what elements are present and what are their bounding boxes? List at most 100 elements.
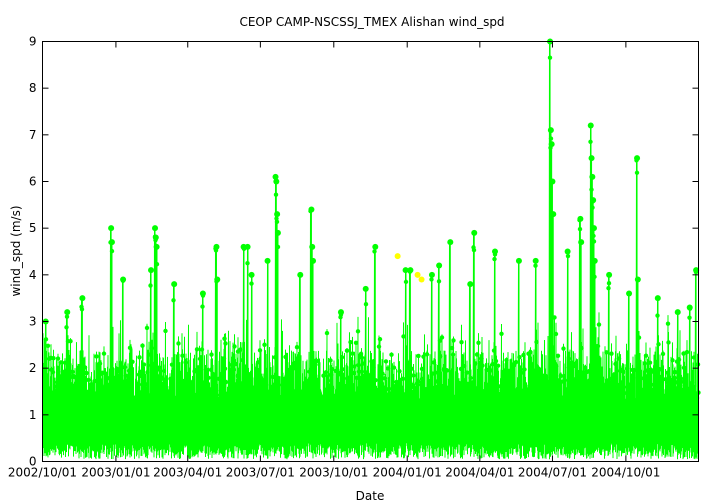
data-point [570, 388, 575, 393]
data-point [536, 391, 542, 396]
data-point [304, 405, 309, 410]
data-point [380, 371, 385, 376]
data-point [222, 336, 227, 341]
data-point [578, 239, 585, 246]
data-point [648, 382, 654, 387]
data-point [190, 380, 195, 385]
data-point [666, 340, 671, 345]
data-point [180, 353, 185, 358]
data-point [100, 370, 105, 376]
data-point [305, 412, 311, 418]
data-point [117, 368, 122, 373]
data-point [604, 350, 609, 355]
data-point [332, 411, 338, 416]
data-point [128, 399, 133, 404]
data-point [537, 368, 542, 374]
data-point [633, 404, 638, 410]
data-point [400, 393, 405, 399]
data-point [623, 398, 628, 404]
data-point [488, 368, 493, 373]
data-point [328, 372, 334, 378]
data-point [257, 348, 263, 353]
data-point [490, 362, 495, 367]
data-point [629, 385, 635, 391]
data-point [107, 375, 112, 381]
data-point [327, 395, 333, 401]
data-point [149, 346, 155, 351]
data-point [223, 341, 228, 346]
data-point [238, 347, 243, 352]
data-point [164, 402, 170, 407]
data-point [634, 276, 641, 283]
data-point [685, 393, 690, 398]
x-tick-label: 2004/01/01 [373, 466, 442, 480]
data-point [547, 127, 554, 134]
data-point [477, 376, 482, 381]
data-point [361, 386, 366, 391]
data-point [575, 372, 580, 377]
data-point [583, 380, 588, 386]
data-point [393, 388, 398, 393]
data-point [428, 390, 434, 396]
data-point [532, 257, 539, 264]
data-point [278, 399, 283, 404]
data-point [621, 384, 627, 390]
data-point [413, 410, 418, 415]
data-point [294, 364, 299, 370]
data-point [459, 340, 464, 345]
data-point [146, 352, 152, 357]
data-point [448, 398, 454, 404]
data-point [356, 362, 361, 368]
data-point [519, 370, 524, 376]
data-point [130, 359, 135, 364]
data-point [352, 364, 357, 369]
data-point [354, 398, 360, 404]
data-point [116, 377, 121, 383]
data-point [581, 370, 586, 375]
y-tick-label: 8 [29, 81, 37, 95]
data-point [467, 281, 474, 288]
data-point [595, 343, 601, 349]
data-point [324, 330, 330, 336]
data-point [52, 411, 57, 416]
data-point [621, 369, 626, 375]
data-point [188, 383, 194, 388]
data-point [424, 352, 430, 357]
data-point [479, 356, 484, 361]
data-point [86, 377, 91, 383]
data-point [108, 239, 115, 246]
data-point [196, 409, 201, 415]
data-point [264, 257, 271, 264]
data-point [686, 304, 693, 311]
data-point [197, 356, 203, 362]
data-point [104, 403, 110, 409]
data-point [418, 382, 424, 387]
data-point [310, 257, 317, 264]
flagged-point [394, 253, 401, 260]
data-point [333, 393, 338, 399]
data-point [598, 372, 604, 377]
data-point [451, 338, 456, 343]
data-point [490, 390, 496, 395]
data-point [222, 366, 228, 371]
data-point [199, 290, 206, 297]
data-point [450, 352, 456, 357]
data-point [93, 391, 98, 396]
data-point [367, 378, 372, 384]
data-point [321, 373, 326, 378]
data-point [85, 401, 91, 407]
data-point [461, 363, 467, 369]
data-point [419, 366, 425, 372]
data-point [244, 243, 251, 250]
data-point [431, 360, 437, 365]
chart-title: CEOP CAMP-NSCSSJ_TMEX Alishan wind_spd [239, 15, 504, 29]
data-point [132, 397, 138, 403]
data-point [402, 403, 408, 408]
data-point [261, 409, 266, 415]
data-point [273, 178, 280, 185]
data-point [674, 309, 681, 316]
data-point [139, 369, 144, 374]
data-point [359, 355, 364, 360]
x-tick-label: 2003/07/01 [226, 466, 295, 480]
data-point [480, 363, 485, 368]
